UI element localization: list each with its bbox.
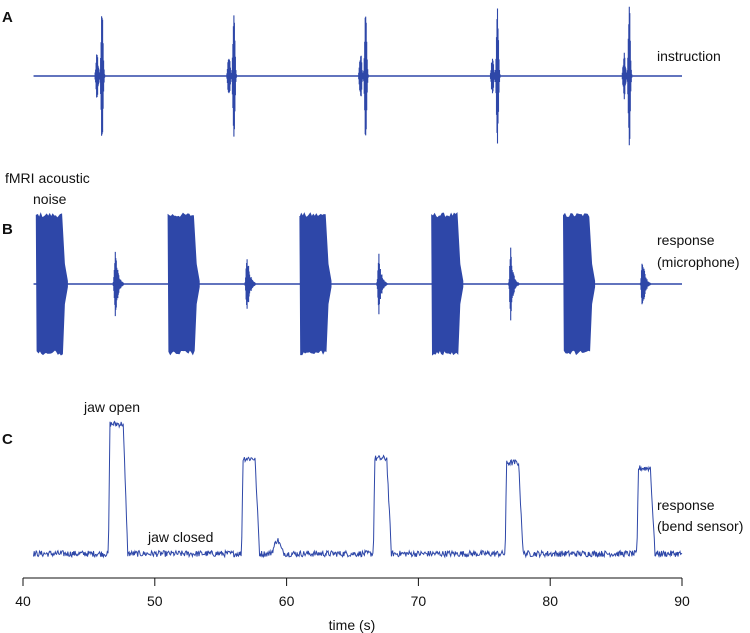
panel-a-burst <box>94 16 106 136</box>
annotation-microphone: (microphone) <box>657 254 739 270</box>
panel-letter-a: A <box>2 9 13 26</box>
panel-letter-b: B <box>2 221 13 238</box>
panel-a-burst <box>358 16 370 136</box>
panel-b-noise-block <box>299 212 332 356</box>
panel-letter-c: C <box>2 431 13 448</box>
annotation-response-c: response <box>657 497 715 513</box>
panel-b-noise-block <box>35 212 68 356</box>
x-axis: 40 50 60 70 80 90 <box>15 577 690 609</box>
annotation-fmri-acoustic: fMRI acoustic <box>5 170 90 186</box>
x-axis-title: time (s) <box>329 617 376 633</box>
annotation-instruction: instruction <box>657 48 721 64</box>
x-tick-label: 40 <box>15 593 31 609</box>
x-tick-label: 70 <box>411 593 427 609</box>
panel-b-noise-block <box>563 212 596 356</box>
panel-a-burst <box>489 8 502 144</box>
panel-b-response <box>375 253 388 315</box>
x-tick-label: 50 <box>147 593 163 609</box>
panel-a-plot <box>33 6 682 146</box>
panel-b-response <box>243 259 256 309</box>
panel-b-response <box>507 247 520 321</box>
panel-b-noise-block <box>431 212 464 356</box>
panel-a-burst <box>621 6 633 146</box>
annotation-jaw-open: jaw open <box>83 399 140 415</box>
panel-b-response <box>639 263 652 305</box>
x-tick-label: 80 <box>542 593 558 609</box>
panel-a-burst <box>226 15 238 137</box>
panel-b-noise-block <box>167 212 200 356</box>
x-tick-label: 90 <box>674 593 690 609</box>
panel-b-plot <box>33 212 682 356</box>
annotation-jaw-closed: jaw closed <box>147 529 213 545</box>
panel-c-plot <box>33 420 683 559</box>
panel-c-trace <box>33 420 683 559</box>
annotation-bend-sensor: (bend sensor) <box>657 518 743 534</box>
annotation-noise: noise <box>33 191 67 207</box>
annotation-response-b: response <box>657 232 715 248</box>
x-tick-label: 60 <box>279 593 295 609</box>
panel-b-response <box>111 251 124 317</box>
